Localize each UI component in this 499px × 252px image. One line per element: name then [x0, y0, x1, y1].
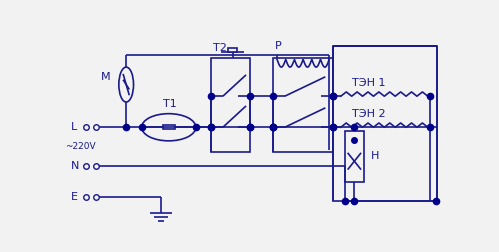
- Text: E: E: [71, 192, 78, 202]
- Text: Н: Н: [371, 151, 380, 161]
- Text: N: N: [71, 161, 79, 171]
- Bar: [345, 131, 364, 182]
- Bar: [228, 48, 237, 52]
- Text: P: P: [275, 41, 282, 51]
- Bar: [211, 58, 250, 151]
- Text: T2: T2: [213, 43, 227, 53]
- Bar: [273, 58, 333, 151]
- Text: T1: T1: [163, 99, 177, 109]
- Text: ТЭН 2: ТЭН 2: [352, 109, 386, 119]
- Bar: [163, 125, 175, 129]
- Text: L: L: [71, 122, 77, 132]
- Text: M: M: [101, 72, 111, 82]
- Text: ~220V: ~220V: [65, 142, 96, 151]
- Bar: [333, 46, 438, 201]
- Text: ТЭН 1: ТЭН 1: [352, 78, 386, 88]
